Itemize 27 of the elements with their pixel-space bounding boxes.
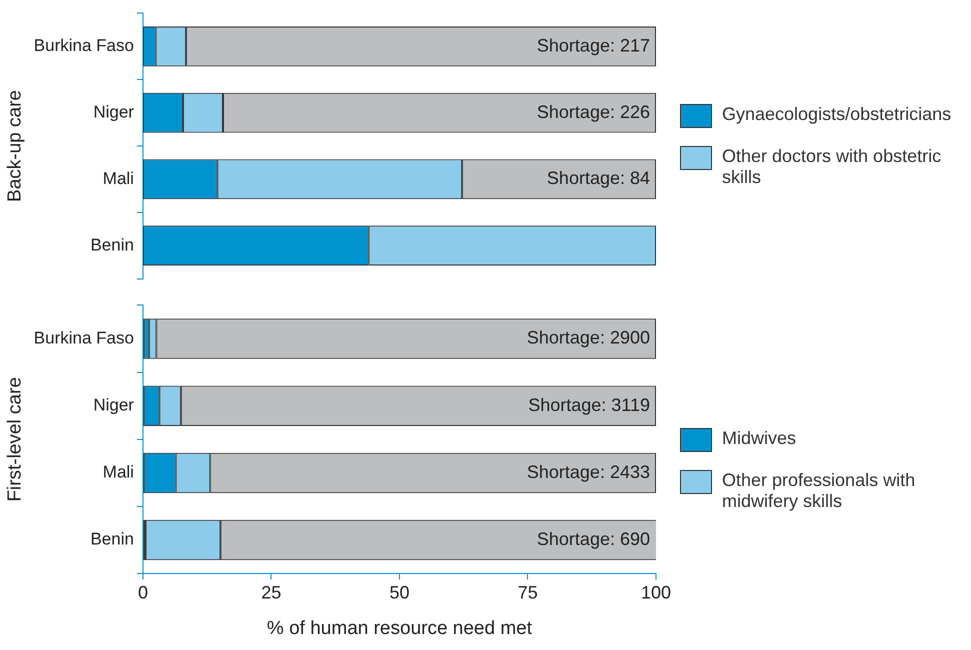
annotation: Shortage: 2900: [526, 328, 650, 348]
x-tick-label: 100: [640, 582, 672, 602]
x-tick-label: 50: [389, 582, 410, 602]
legend-label: Other professionals with midwifery skills: [722, 470, 916, 512]
legend-label: Midwives: [722, 428, 796, 449]
annotation: Shortage: 217: [536, 35, 650, 56]
y-tick-label: Benin: [90, 235, 134, 254]
y-tick-label: Niger: [93, 102, 134, 122]
annotation: Shortage: 226: [536, 102, 650, 122]
y-tick-label: Burkina Faso: [34, 36, 134, 56]
annotation: Shortage: 84: [546, 168, 650, 188]
annotation: Shortage: 3119: [528, 394, 650, 415]
legend-label: Other doctors with obstetric skills: [722, 146, 942, 188]
x-axis-title: % of human resource need met: [266, 618, 533, 639]
x-tick-label: 25: [261, 582, 282, 602]
x-tick-label: 75: [518, 582, 538, 602]
legend-label: Gynaecologists/obstetricians: [722, 104, 952, 125]
annotation: Shortage: 690: [536, 529, 650, 550]
y-axis-title: Back-up care: [4, 90, 26, 202]
x-tick-label: 0: [138, 582, 148, 602]
y-tick-label: Benin: [90, 530, 134, 549]
y-tick-label: Mali: [102, 168, 134, 188]
annotation: Shortage: 2433: [526, 462, 650, 482]
y-axis-title: First-level care: [4, 377, 26, 502]
y-tick-label: Mali: [102, 462, 134, 482]
y-tick-label: Burkina Faso: [34, 328, 134, 348]
y-tick-label: Niger: [93, 396, 134, 415]
